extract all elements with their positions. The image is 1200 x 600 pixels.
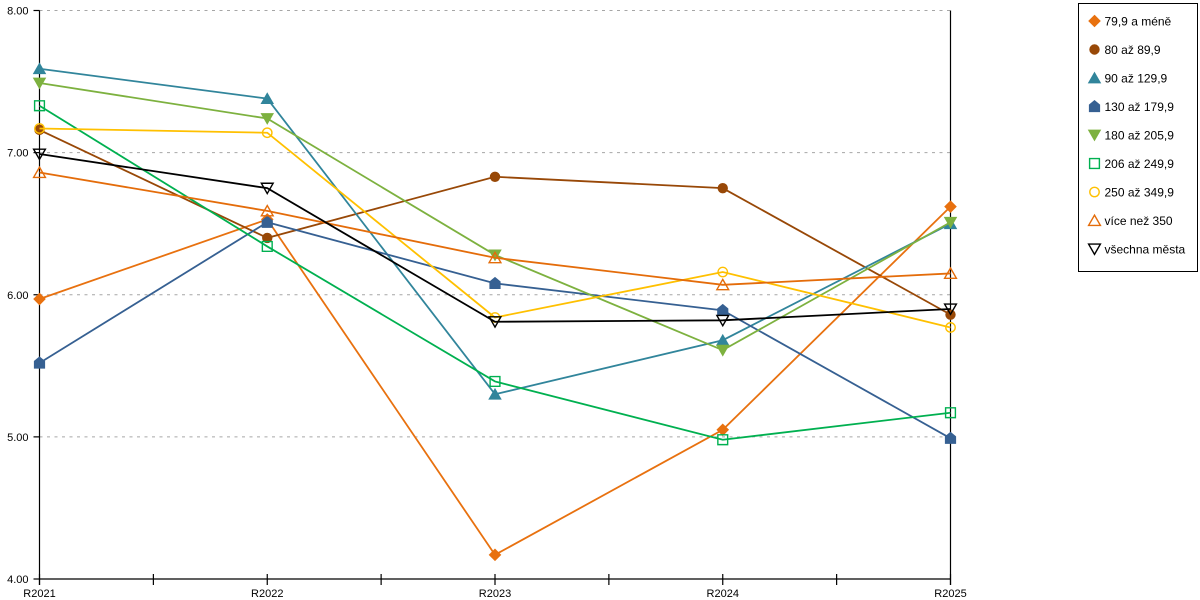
series-4-point-R2022[interactable] <box>261 215 273 228</box>
y-axis-tick-label: 4.00 <box>7 574 28 586</box>
series-3-point-R2024[interactable] <box>715 333 730 346</box>
legend-marker-square-open-icon[interactable] <box>1088 157 1101 170</box>
series-8-point-R2024[interactable] <box>715 277 730 291</box>
legend-item-5[interactable]: 180 až 205,9 <box>1087 129 1175 143</box>
series-9-point-R2025[interactable] <box>943 303 958 316</box>
legend-item-9[interactable]: všechna města <box>1087 243 1186 257</box>
series-2-point-R2022[interactable] <box>262 232 273 244</box>
series-9 <box>32 148 958 329</box>
legend-item-1[interactable]: 79,9 a méně <box>1088 14 1172 29</box>
series-9-point-R2021[interactable] <box>32 148 47 161</box>
series-2 <box>34 124 956 320</box>
series-5-point-R2022[interactable] <box>260 113 275 125</box>
series-3 <box>32 62 958 400</box>
series-8-point-R2022[interactable] <box>260 204 275 217</box>
legend-label: 80 až 89,9 <box>1105 43 1161 57</box>
legend-label: 130 až 179,9 <box>1105 100 1175 114</box>
series-5 <box>32 77 958 357</box>
legend-marker-circle-icon[interactable] <box>1089 44 1100 55</box>
series-6-point-R2021[interactable] <box>33 100 46 112</box>
series-6 <box>33 100 957 446</box>
legend-item-6[interactable]: 206 až 249,9 <box>1088 157 1175 171</box>
legend-label: více než 350 <box>1105 214 1173 228</box>
series-6-point-R2022[interactable] <box>261 240 273 253</box>
legend-label: 180 až 205,9 <box>1105 129 1175 143</box>
legend-item-8[interactable]: více než 350 <box>1087 213 1173 228</box>
series-5-point-R2024[interactable] <box>715 344 730 357</box>
x-axis-category-label: R2022 <box>251 588 283 600</box>
legend-label: všechna města <box>1105 243 1186 257</box>
series-6-point-R2023[interactable] <box>489 375 501 388</box>
series-9-point-R2022[interactable] <box>260 182 275 195</box>
series-2-point-R2023[interactable] <box>489 171 501 182</box>
series-line-9[interactable] <box>39 153 951 323</box>
x-axis-category-label: R2024 <box>707 588 739 600</box>
series-1-point-R2023[interactable] <box>488 548 502 562</box>
legend-label: 250 až 349,9 <box>1105 186 1175 200</box>
legend-label: 79,9 a méně <box>1105 15 1172 29</box>
y-axis-tick-label: 8.00 <box>7 6 28 18</box>
series-7-point-R2022[interactable] <box>261 127 273 139</box>
series-6-point-R2024[interactable] <box>717 434 729 446</box>
legend-marker-triangle-down-open-icon[interactable] <box>1087 243 1102 256</box>
series-8-point-R2021[interactable] <box>32 165 47 179</box>
legend-marker-circle-open-icon[interactable] <box>1089 186 1100 198</box>
legend-marker-triangle-up-open-icon[interactable] <box>1087 213 1102 227</box>
series-8-point-R2023[interactable] <box>487 250 503 264</box>
series-8 <box>32 165 958 291</box>
gridlines <box>39 10 951 438</box>
series-1-point-R2021[interactable] <box>33 292 46 306</box>
series-3-point-R2021[interactable] <box>32 62 47 75</box>
axes <box>33 9 952 585</box>
series-line-8[interactable] <box>39 171 951 286</box>
series-5-point-R2021[interactable] <box>32 77 47 90</box>
series-4-point-R2023[interactable] <box>489 276 501 289</box>
series-8-point-R2025[interactable] <box>943 266 958 280</box>
legend-item-7[interactable]: 250 až 349,9 <box>1089 186 1175 200</box>
legend-marker-pentagon-icon[interactable] <box>1088 99 1101 113</box>
series-7-point-R2025[interactable] <box>945 322 956 333</box>
series-4 <box>33 215 957 444</box>
series-5-point-R2023[interactable] <box>488 249 502 262</box>
legend-marker-diamond-icon[interactable] <box>1088 14 1101 28</box>
series-1-point-R2025[interactable] <box>944 200 957 213</box>
y-axis-tick-label: 7.00 <box>7 148 28 160</box>
series-7-point-R2021[interactable] <box>34 123 45 134</box>
series-3-point-R2022[interactable] <box>260 92 275 105</box>
legend-label: 206 až 249,9 <box>1105 157 1175 171</box>
legend: 79,9 a méně 80 až 89,9 90 až 129,9 130 až 1… <box>1078 3 1198 272</box>
series-9-point-R2023[interactable] <box>487 316 503 329</box>
series-2-point-R2024[interactable] <box>717 182 728 194</box>
legend-label: 90 až 129,9 <box>1105 72 1168 86</box>
axis-labels: 4.00 5.00 6.00 7.00 8.00 R2021 R2022 R2023 R2024… <box>7 6 967 600</box>
x-axis-category-label: R2021 <box>23 588 55 600</box>
legend-item-2[interactable]: 80 až 89,9 <box>1089 43 1161 57</box>
series-line-5[interactable] <box>39 82 951 352</box>
series-line-3[interactable] <box>39 67 951 396</box>
legend-marker-triangle-down-icon[interactable] <box>1087 129 1102 142</box>
series-line-6[interactable] <box>39 104 951 441</box>
series-9-point-R2024[interactable] <box>715 314 730 328</box>
legend-marker-triangle-up-icon[interactable] <box>1087 71 1102 84</box>
series-4-point-R2024[interactable] <box>717 303 729 316</box>
series-7 <box>34 123 956 333</box>
series-6-point-R2025[interactable] <box>944 407 957 419</box>
series-group <box>32 62 958 562</box>
series-line-7[interactable] <box>39 127 951 329</box>
y-axis-tick-label: 5.00 <box>7 432 28 444</box>
legend-item-3[interactable]: 90 až 129,9 <box>1087 71 1168 86</box>
x-axis-category-label: R2025 <box>934 588 966 600</box>
series-4-point-R2021[interactable] <box>33 356 46 369</box>
series-5-point-R2025[interactable] <box>943 216 958 229</box>
x-axis-category-label: R2023 <box>479 588 511 600</box>
legend-item-4[interactable]: 130 až 179,9 <box>1088 99 1175 114</box>
series-4-point-R2025[interactable] <box>944 431 957 444</box>
y-axis-tick-label: 6.00 <box>7 290 28 302</box>
series-7-point-R2024[interactable] <box>717 266 729 278</box>
series-3-point-R2023[interactable] <box>488 387 502 400</box>
